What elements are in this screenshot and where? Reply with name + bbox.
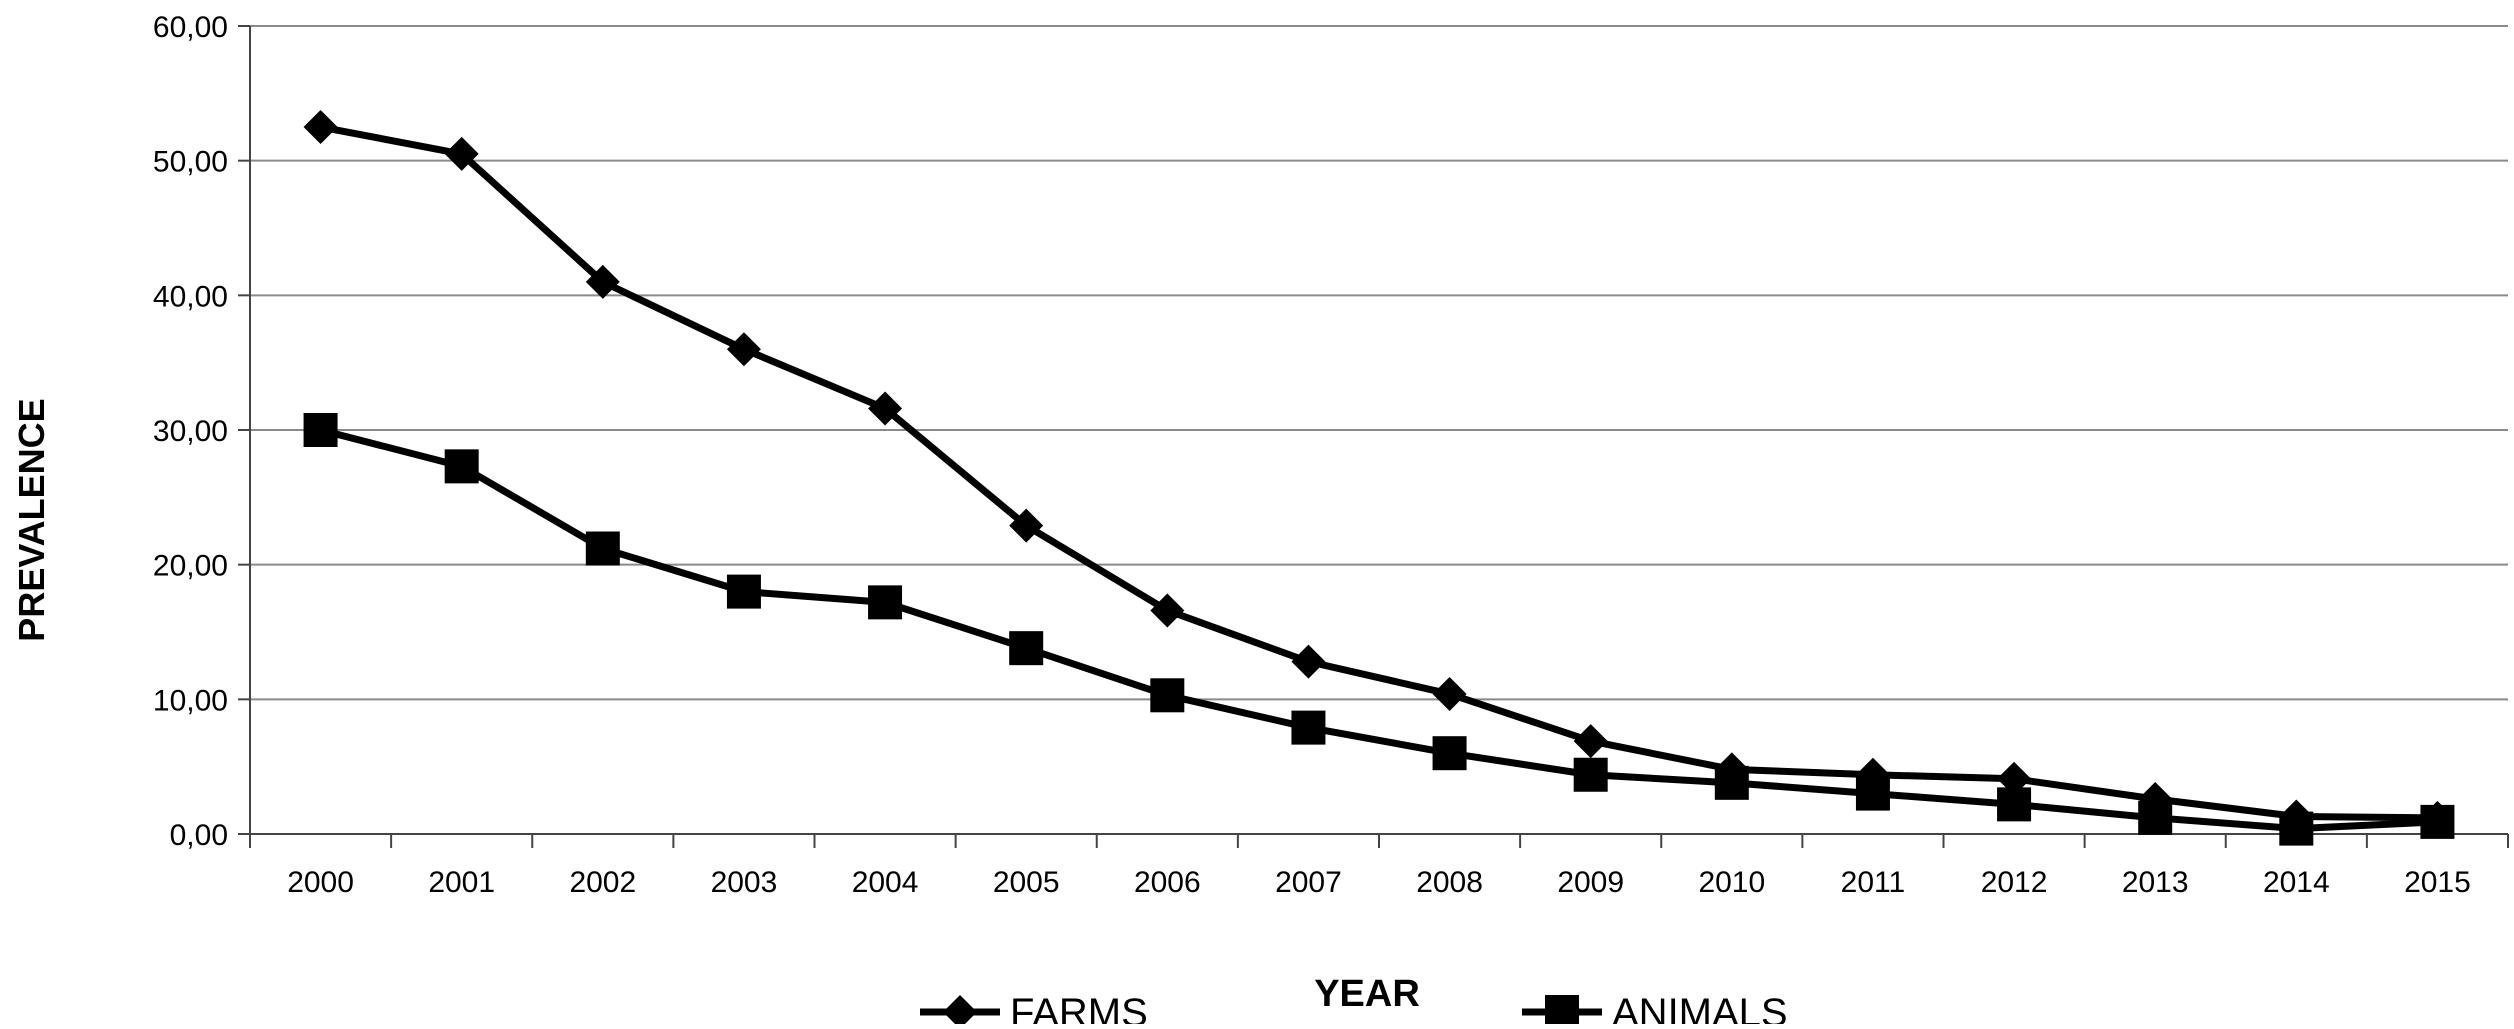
data-point-animals [2138,800,2173,835]
y-tick-label: 40,00 [153,280,228,313]
series-line-animals [319,426,2438,833]
data-point-animals [2420,804,2455,839]
legend-marker-farms [943,995,977,1029]
x-tick-label: 2011 [1841,866,1906,899]
x-tick-label: 2012 [1981,866,2048,899]
y-tick-label: 60,00 [153,11,228,44]
x-tick-label: 2005 [993,866,1060,899]
data-point-animals [1573,757,1608,792]
data-point-farms [585,264,620,299]
x-tick-label: 2003 [711,866,778,899]
x-tick-label: 2010 [1698,866,1765,899]
x-tick-label: 2013 [2122,866,2189,899]
data-point-farms [444,136,479,171]
y-tick-label: 30,00 [153,415,228,448]
data-point-animals [868,585,903,620]
y-tick-label: 50,00 [153,146,228,179]
series-farms [303,110,2455,835]
y-axis-label: PREVALENCE [11,398,52,641]
x-tick-label: 2015 [2404,866,2471,899]
axes [238,25,2509,848]
data-point-animals [1997,787,2032,822]
data-point-farms [1997,761,2032,796]
legend-label-farms: FARMS [1010,991,1148,1024]
x-axis-label: YEAR [1314,973,1420,1015]
x-tick-labels: 2000 2001 2002 2003 2004 2005 2006 2007 2008 2009… [287,866,2471,899]
data-point-animals [1291,710,1326,745]
data-point-animals [585,531,620,566]
gridlines [250,25,2508,701]
data-point-animals [1432,736,1467,771]
x-tick-label: 2007 [1275,866,1342,899]
data-point-farms [1432,676,1467,711]
data-point-animals [1714,765,1749,800]
data-point-farms [303,110,338,144]
legend-item-animals: ANIMALS [1522,991,1788,1029]
data-point-farms [1150,593,1185,628]
legend-item-farms: FARMS [920,991,1148,1029]
data-point-animals [1150,678,1185,713]
data-point-animals [1855,776,1890,811]
x-tick-label: 2002 [569,866,636,899]
x-tick-label: 2008 [1416,866,1483,899]
data-point-farms [726,332,761,367]
data-point-animals [444,449,479,484]
y-tick-label: 20,00 [153,550,228,583]
data-point-animals [726,574,761,609]
data-point-farms [1291,644,1326,679]
data-point-farms [1009,508,1044,543]
y-tick-labels: 0,00 10,00 20,00 30,00 40,00 50,00 60,00 [153,11,228,852]
data-point-animals [2279,811,2314,846]
x-tick-label: 2009 [1557,866,1624,899]
data-point-farms [1573,724,1608,759]
x-tick-label: 2001 [428,866,495,899]
series [303,110,2455,846]
data-point-animals [1009,631,1044,666]
data-point-farms [868,391,903,426]
series-animals [303,413,2455,846]
x-tick-label: 2004 [852,866,919,899]
x-tick-label: 2014 [2263,866,2330,899]
legend-marker-animals [1545,995,1579,1029]
legend-label-animals: ANIMALS [1612,991,1788,1024]
y-tick-label: 0,00 [170,819,228,852]
legend: FARMS ANIMALS [920,991,1788,1029]
x-tick-label: 2000 [287,866,354,899]
y-tick-label: 10,00 [153,684,228,717]
x-tick-label: 2006 [1134,866,1201,899]
series-line-farms [319,123,2438,822]
data-point-animals [303,413,338,447]
